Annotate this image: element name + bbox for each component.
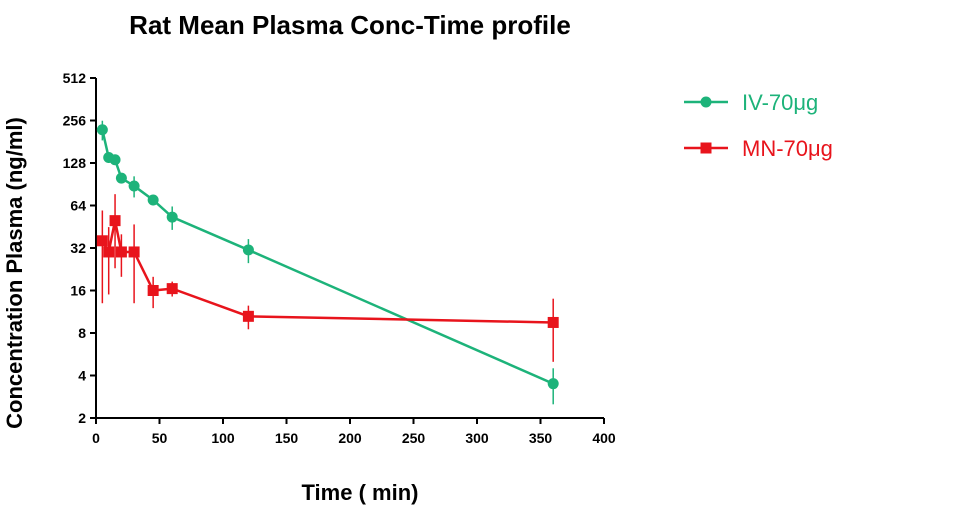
legend-label: IV-70μg	[742, 90, 818, 115]
series-line	[101, 129, 554, 385]
y-tick-label: 128	[63, 155, 87, 171]
data-point	[547, 378, 559, 390]
series-line	[101, 220, 554, 324]
y-tick-label: 16	[70, 283, 86, 299]
data-point	[147, 194, 159, 206]
y-tick-label: 256	[63, 113, 87, 129]
y-tick-label: 2	[78, 410, 86, 426]
x-tick-label: 250	[402, 430, 426, 446]
y-tick-label: 512	[63, 70, 87, 86]
data-point	[147, 285, 159, 296]
data-point	[547, 316, 559, 328]
data-point	[96, 124, 108, 136]
data-point	[128, 246, 140, 258]
y-tick-label: 8	[78, 325, 86, 341]
y-axis-title: Concentration Plasma (ng/ml)	[2, 117, 27, 429]
x-tick-label: 50	[152, 430, 168, 446]
data-point	[115, 246, 127, 258]
axes: 0 50 100 150 200 250 300 350 400 2 4 8 16 32 64 128 256 5…	[2, 70, 616, 505]
data-point	[166, 283, 178, 295]
data-point	[242, 244, 254, 256]
legend-marker	[700, 96, 712, 108]
x-axis-title: Time ( min)	[302, 480, 419, 505]
series-2	[96, 194, 559, 362]
y-tick-label: 32	[70, 240, 86, 256]
legend-label: MN-70μg	[742, 136, 833, 161]
x-tick-label: 350	[529, 430, 553, 446]
data-point	[242, 310, 254, 322]
data-point	[166, 211, 178, 223]
x-tick-label: 400	[592, 430, 616, 446]
series-layer	[96, 120, 559, 405]
data-point	[96, 235, 108, 247]
chart-title: Rat Mean Plasma Conc-Time profile	[129, 10, 571, 40]
data-point	[109, 215, 121, 227]
legend-marker	[700, 142, 712, 154]
data-point	[115, 172, 127, 184]
data-point	[128, 180, 140, 192]
data-point	[109, 154, 121, 166]
y-tick-label: 4	[78, 368, 86, 384]
x-tick-label: 150	[275, 430, 299, 446]
y-tick-label: 64	[70, 198, 86, 214]
series-1	[96, 120, 559, 405]
x-tick-label: 300	[465, 430, 489, 446]
data-point	[103, 246, 115, 258]
legend: IV-70μg MN-70μg	[684, 90, 833, 161]
legend-item: IV-70μg	[684, 90, 818, 115]
x-tick-label: 0	[92, 430, 100, 446]
x-tick-label: 200	[338, 430, 362, 446]
x-tick-label: 100	[211, 430, 235, 446]
legend-item: MN-70μg	[684, 136, 833, 161]
